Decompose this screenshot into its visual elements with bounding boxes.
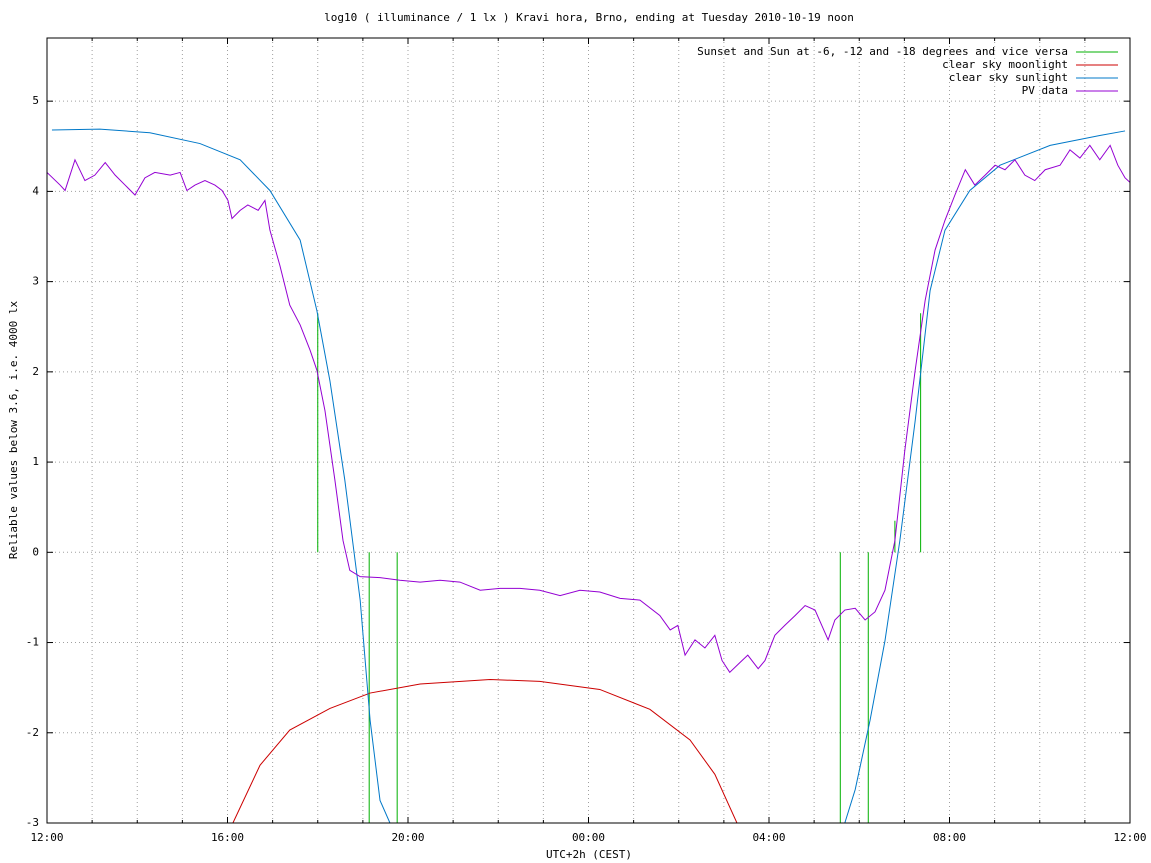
x-tick-label: 16:00 xyxy=(211,831,244,844)
x-axis-label: UTC+2h (CEST) xyxy=(546,848,632,861)
x-tick-label: 08:00 xyxy=(933,831,966,844)
y-tick-label: 4 xyxy=(32,184,39,197)
y-tick-label: 5 xyxy=(32,94,39,107)
x-tick-label: 20:00 xyxy=(391,831,424,844)
data-line xyxy=(51,128,391,823)
chart-title: log10 ( illuminance / 1 lx ) Kravi hora,… xyxy=(324,11,854,24)
data-line xyxy=(47,144,1130,674)
legend: Sunset and Sun at -6, -12 and -18 degree… xyxy=(697,45,1118,97)
y-tick-label: 3 xyxy=(32,275,39,288)
legend-label: clear sky moonlight xyxy=(942,58,1068,71)
data-line xyxy=(844,130,1126,823)
y-axis-label: Reliable values below 3.6, i.e. 4000 lx xyxy=(7,300,20,559)
legend-label: Sunset and Sun at -6, -12 and -18 degree… xyxy=(697,45,1068,58)
legend-label: clear sky sunlight xyxy=(949,71,1068,84)
x-tick-label: 00:00 xyxy=(572,831,605,844)
legend-label: PV data xyxy=(1022,84,1068,97)
plot-area xyxy=(47,128,1130,823)
x-tick-label: 12:00 xyxy=(30,831,63,844)
axes: -3 -2 -1 0 1 2 3 4 5 12:00 16:00 20:00 00:00 04:00 08:… xyxy=(26,38,1147,844)
y-tick-label: -1 xyxy=(26,636,39,649)
y-tick-label: -2 xyxy=(26,726,39,739)
y-tick-label: 0 xyxy=(32,545,39,558)
x-tick-label: 12:00 xyxy=(1113,831,1146,844)
y-tick-label: 1 xyxy=(32,455,39,468)
y-tick-label: -3 xyxy=(26,816,39,829)
data-line xyxy=(232,679,738,823)
y-tick-label: 2 xyxy=(32,365,39,378)
x-tick-label: 04:00 xyxy=(752,831,785,844)
